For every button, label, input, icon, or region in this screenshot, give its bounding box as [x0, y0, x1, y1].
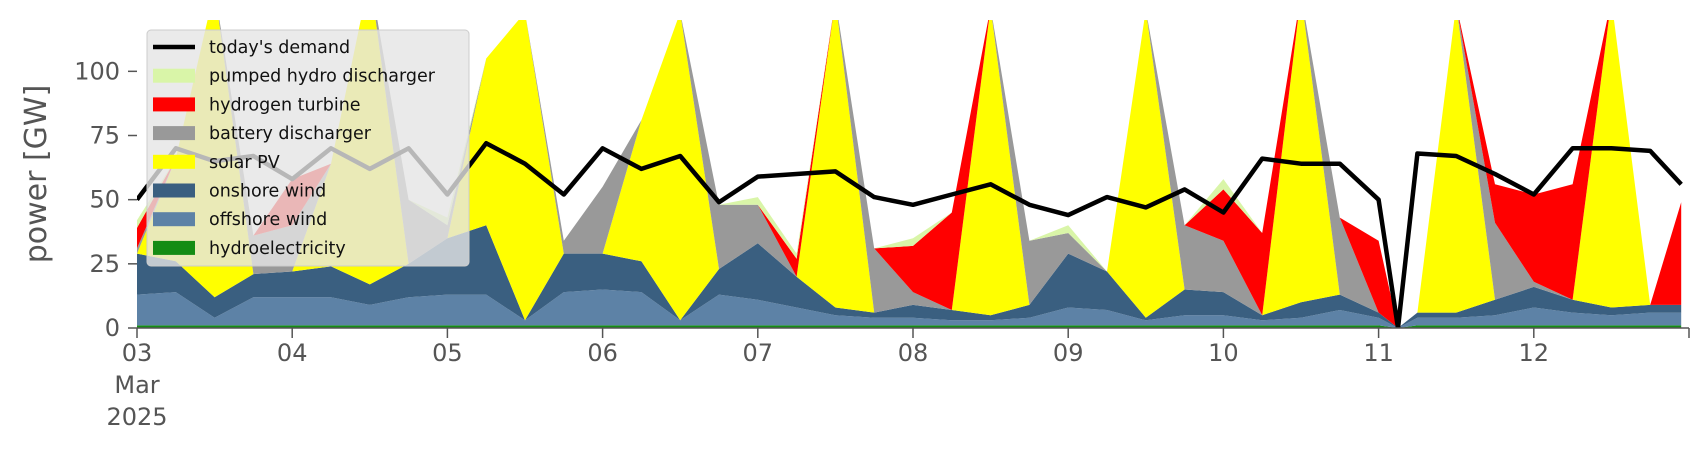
y-tick-label: 75 — [89, 122, 120, 150]
legend-box — [146, 29, 470, 267]
area-solar — [137, 20, 1682, 328]
x-tick-label: 10 — [1208, 339, 1239, 367]
legend-label-battery: battery discharger — [209, 124, 372, 144]
x-tick-label: 05 — [432, 339, 463, 367]
y-tick-label: 100 — [74, 57, 120, 85]
legend-label-onshore: onshore wind — [209, 182, 326, 202]
x-tick-month: Mar — [114, 371, 159, 399]
x-tick-label: 07 — [743, 339, 774, 367]
legend-swatch-offshore — [153, 212, 195, 227]
legend-label-hydrogen: hydrogen turbine — [209, 95, 361, 115]
legend-label-demand: today's demand — [209, 38, 350, 58]
x-tick-label: 08 — [898, 339, 929, 367]
legend-swatch-onshore — [153, 183, 195, 198]
x-tick-label: 04 — [277, 339, 308, 367]
area-onshore — [137, 225, 1682, 328]
legend: today's demand pumped hydro discharger hyd… — [146, 29, 470, 267]
y-tick-label: 25 — [89, 250, 120, 278]
x-axis: 03 Mar 2025 04 05 06 07 08 09 10 11 12 — [106, 327, 1690, 431]
area-hydrogen — [137, 20, 1682, 328]
x-tick-year: 2025 — [106, 403, 167, 431]
legend-swatch-pumped — [153, 68, 195, 83]
y-tick-label: 50 — [89, 186, 120, 214]
legend-swatch-battery — [153, 126, 195, 141]
legend-swatch-solar — [153, 154, 195, 169]
x-tick-label: 09 — [1053, 339, 1084, 367]
x-tick-label: 03 — [122, 339, 153, 367]
y-tick-label: 0 — [105, 314, 120, 342]
legend-label-offshore: offshore wind — [209, 210, 327, 230]
legend-swatch-hydro — [153, 240, 195, 255]
legend-swatch-hydrogen — [153, 97, 195, 112]
legend-label-hydro: hydroelectricity — [209, 239, 346, 259]
y-axis: 0 25 50 75 100 — [74, 57, 137, 342]
x-tick-label: 06 — [587, 339, 618, 367]
x-tick-label: 11 — [1363, 339, 1394, 367]
x-tick-label: 12 — [1519, 339, 1550, 367]
area-offshore — [137, 289, 1682, 328]
y-axis-title: power [GW] — [19, 85, 54, 264]
legend-label-solar: solar PV — [209, 153, 280, 173]
legend-label-pumped: pumped hydro discharger — [209, 67, 436, 87]
